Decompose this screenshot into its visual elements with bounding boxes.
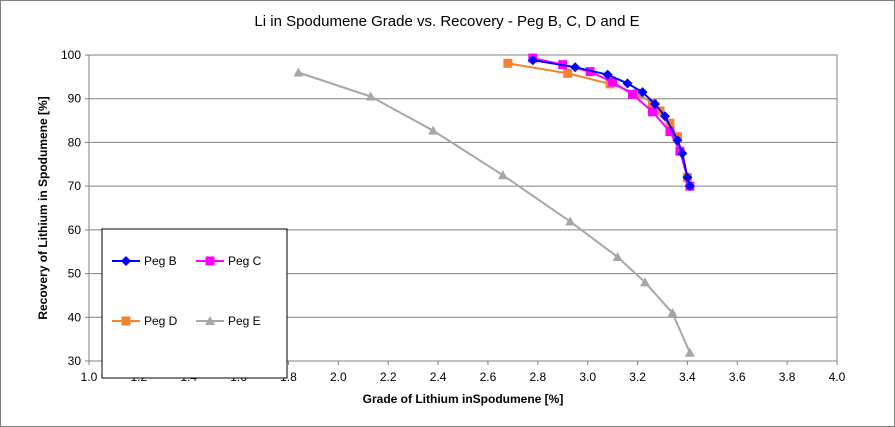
data-point-peg-d — [665, 118, 675, 128]
series-peg-d — [503, 58, 692, 182]
data-point-peg-e — [365, 91, 376, 101]
x-tick-label: 2.6 — [480, 370, 497, 384]
series-line-peg-e — [298, 71, 691, 354]
data-point-peg-e — [497, 170, 508, 180]
legend-marker-peg-d — [121, 316, 131, 326]
plot-area — [88, 54, 838, 362]
y-tick-label: 80 — [68, 135, 82, 149]
legend-marker-peg-c — [205, 256, 215, 266]
data-point-peg-b — [659, 111, 670, 122]
legend: Peg B Peg C Peg D Peg E — [101, 228, 288, 379]
data-point-peg-e — [640, 277, 651, 287]
legend-item-peg-b: Peg B — [112, 254, 177, 268]
y-axis-title: Recovery of Lithium in Spodumene [%] — [36, 96, 50, 319]
series-group — [293, 53, 695, 357]
x-tick-label: 2.8 — [529, 370, 546, 384]
data-point-peg-c — [647, 107, 657, 117]
data-point-peg-d — [633, 88, 643, 98]
y-tick-label: 30 — [68, 354, 82, 368]
legend-label-peg-d: Peg D — [144, 314, 178, 328]
x-axis-title: Grade of Lithium inSpodumene [%] — [363, 392, 564, 406]
data-point-peg-b — [637, 87, 648, 98]
x-tick-label: 4.0 — [829, 370, 846, 384]
data-point-peg-d — [503, 58, 513, 68]
data-point-peg-e — [612, 251, 623, 261]
data-point-peg-b — [682, 172, 693, 183]
legend-marker-peg-b — [121, 256, 131, 266]
x-tick-label: 2.2 — [380, 370, 397, 384]
x-tick-label: 1.0 — [81, 370, 98, 384]
y-tick-label: 90 — [68, 92, 82, 106]
y-tick-label: 100 — [61, 48, 81, 62]
axis-ticks: 304050607080901001.01.21.41.61.82.02.22.… — [61, 48, 846, 384]
data-point-peg-b — [570, 62, 581, 73]
legend-label-peg-c: Peg C — [228, 254, 262, 268]
data-point-peg-c — [665, 127, 675, 136]
y-tick-label: 40 — [68, 310, 82, 324]
y-tick-label: 70 — [68, 179, 82, 193]
data-point-peg-e — [293, 67, 304, 77]
x-tick-label: 3.2 — [629, 370, 646, 384]
series-peg-e — [293, 67, 695, 357]
legend-box — [101, 228, 288, 379]
series-peg-b — [527, 55, 695, 192]
x-tick-label: 3.6 — [729, 370, 746, 384]
data-point-peg-b — [677, 148, 688, 159]
data-point-peg-b — [602, 69, 613, 80]
data-point-peg-e — [667, 307, 678, 317]
chart-title: Li in Spodumene Grade vs. Recovery - Peg… — [254, 13, 639, 30]
data-point-peg-c — [608, 77, 618, 87]
y-tick-label: 60 — [68, 223, 82, 237]
x-tick-label: 2.0 — [330, 370, 347, 384]
data-point-peg-e — [565, 216, 576, 226]
legend-item-peg-c: Peg C — [196, 254, 262, 268]
y-tick-label: 50 — [68, 267, 82, 281]
data-point-peg-e — [684, 347, 695, 357]
data-point-peg-b — [672, 135, 683, 146]
x-tick-label: 2.4 — [430, 370, 447, 384]
legend-marker-peg-e — [205, 316, 215, 325]
data-point-peg-b — [622, 78, 633, 89]
x-tick-label: 3.8 — [779, 370, 796, 384]
legend-label-peg-b: Peg B — [144, 254, 177, 268]
data-point-peg-c — [628, 89, 638, 99]
x-tick-label: 3.0 — [579, 370, 596, 384]
data-point-peg-e — [428, 125, 439, 135]
legend-item-peg-e: Peg E — [196, 314, 261, 328]
data-point-peg-b — [527, 55, 538, 66]
legend-item-peg-d: Peg D — [112, 314, 178, 328]
legend-label-peg-e: Peg E — [228, 314, 261, 328]
data-point-peg-b — [684, 181, 695, 192]
data-point-peg-b — [649, 98, 660, 109]
x-tick-label: 3.4 — [679, 370, 696, 384]
data-point-peg-d — [563, 68, 573, 78]
